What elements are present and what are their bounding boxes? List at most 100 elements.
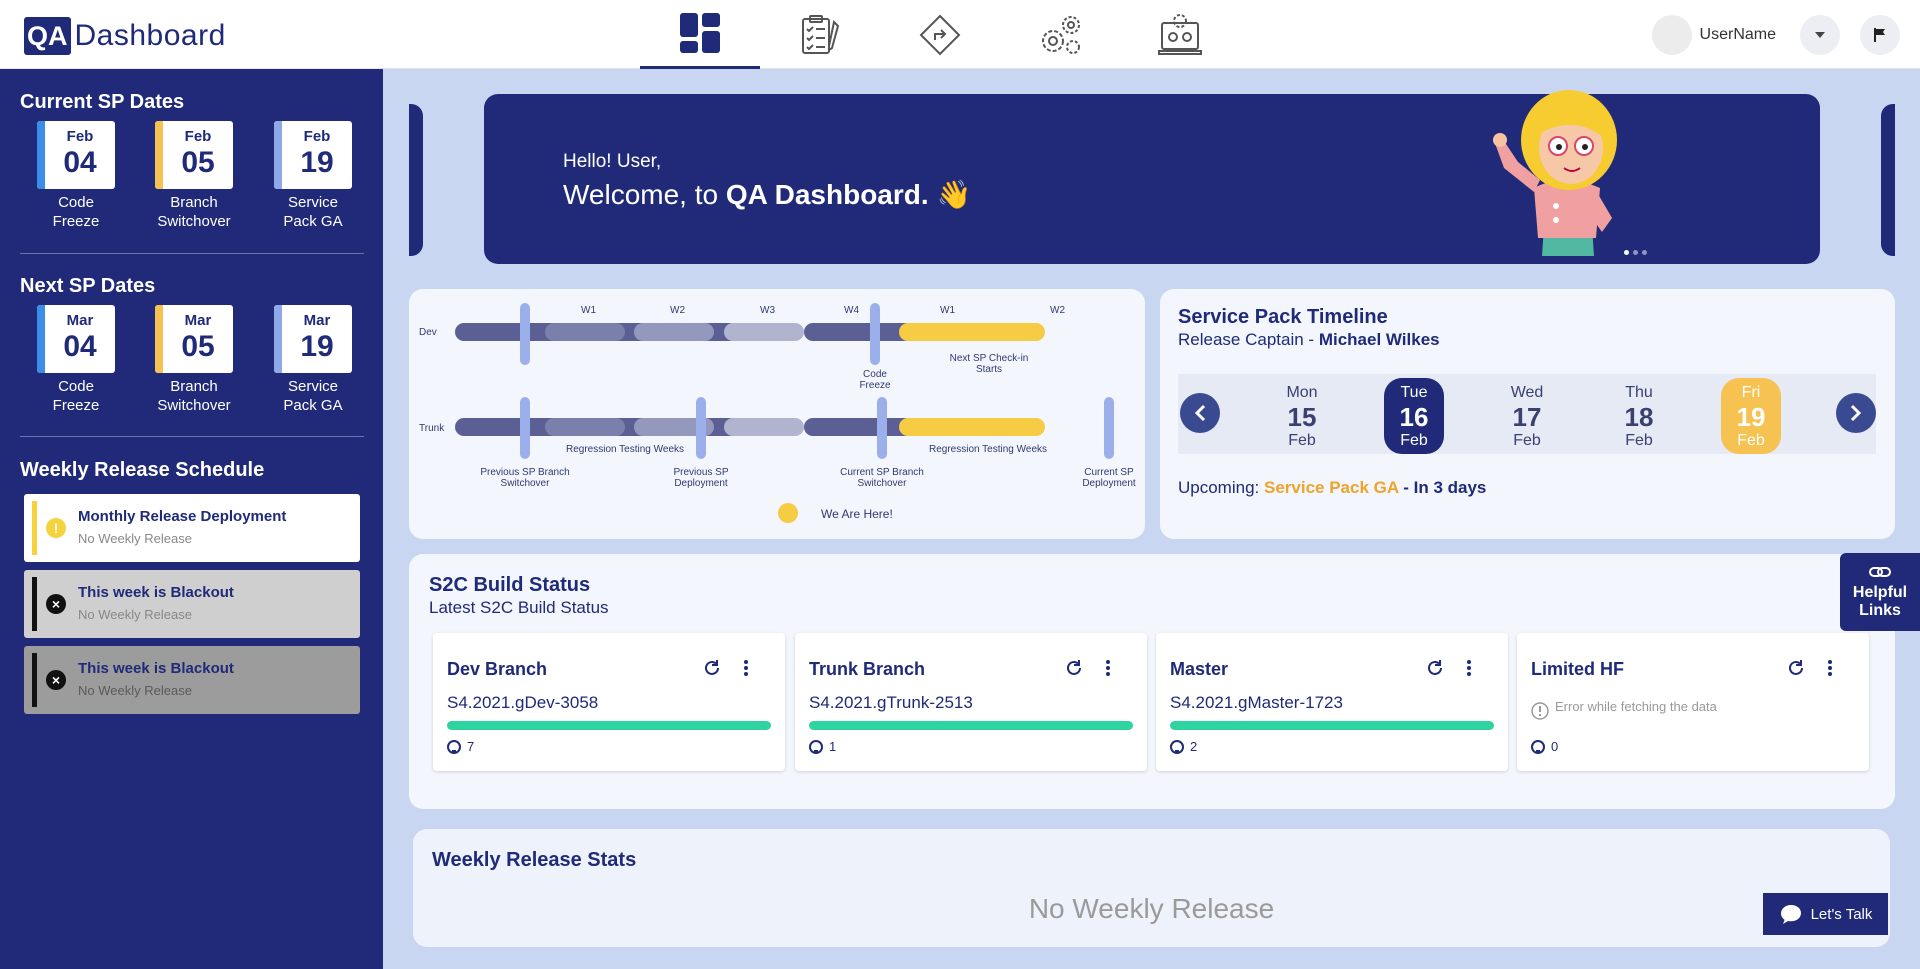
diamond-icon [919, 14, 961, 55]
build-version[interactable]: S4.2021.gTrunk-2513 [809, 693, 973, 712]
nav-tab-checklist[interactable] [760, 0, 880, 69]
logo-title: Dashboard [74, 19, 226, 52]
github-icon [447, 739, 461, 754]
prev-switchover-label: Previous SP Branch Switchover [480, 467, 570, 489]
welcome-banner: Hello! User, Welcome, to QA Dashboard. 👋 [484, 90, 1820, 264]
user-area: UserName [1651, 0, 1920, 69]
build-version[interactable]: S4.2021.gDev-3058 [447, 693, 599, 712]
build-progress [809, 721, 1133, 730]
top-bar: QA Dashboard [0, 0, 1920, 69]
more-vert-icon[interactable] [743, 659, 749, 677]
calendar-day-ga[interactable]: Fri 19 Feb [1721, 378, 1781, 454]
more-vert-icon[interactable] [1466, 659, 1472, 677]
week-label: W2 [670, 305, 685, 316]
build-card-dev: Dev Branch S4.2021.gDev-3058 7 [433, 633, 785, 771]
build-version[interactable]: S4.2021.gMaster-1723 [1170, 693, 1343, 712]
next-sp-title: Next SP Dates [20, 275, 156, 297]
build-count[interactable]: 2 [1170, 739, 1197, 754]
carousel-next-slide[interactable] [1881, 104, 1895, 256]
weekly-stats-panel: Weekly Release Stats No Weekly Release [413, 829, 1890, 947]
week-label: W1 [581, 305, 596, 316]
week-label: W4 [844, 305, 859, 316]
date-day: 05 [181, 146, 215, 179]
date-month: Mar [303, 312, 331, 329]
date-day: 19 [300, 146, 334, 179]
caret-down-icon [1815, 31, 1825, 38]
regression-label: Regression Testing Weeks [565, 444, 685, 455]
date-day: 04 [63, 330, 97, 363]
calendar-next-button[interactable] [1836, 393, 1876, 433]
nav-tab-releases[interactable] [880, 0, 1000, 69]
build-card-trunk: Trunk Branch S4.2021.gTrunk-2513 1 [795, 633, 1147, 771]
next-sp-dates: Mar 04 Code Freeze Mar 05 Branch Switchove… [37, 305, 357, 425]
github-icon [1531, 739, 1545, 754]
calendar-day[interactable]: Mon 15 Feb [1286, 384, 1318, 449]
avatar[interactable] [1651, 14, 1692, 55]
weekly-item-title: This week is Blackout [78, 660, 234, 677]
chat-icon [1780, 905, 1801, 924]
close-circle-icon: × [46, 670, 66, 690]
build-count[interactable]: 0 [1531, 739, 1558, 754]
username: UserName [1699, 25, 1776, 43]
date-month: Feb [66, 128, 94, 145]
checklist-icon [802, 14, 840, 54]
user-menu-button[interactable] [1800, 14, 1840, 55]
main-nav [640, 0, 1240, 69]
laptop-settings-icon [1158, 13, 1202, 55]
date-month: Mar [66, 312, 94, 329]
calendar-prev-button[interactable] [1180, 393, 1220, 433]
chevron-right-icon [1850, 404, 1862, 422]
weekly-schedule-item[interactable]: × This week is Blackout No Weekly Releas… [24, 570, 360, 638]
helpful-links-button[interactable]: Helpful Links [1840, 553, 1920, 631]
build-error: Error while fetching the data [1531, 699, 1731, 720]
weekly-stats-title: Weekly Release Stats [432, 849, 637, 871]
divider [20, 253, 364, 254]
nav-tab-automation[interactable] [1120, 0, 1240, 69]
nav-tab-dashboard[interactable] [640, 0, 760, 69]
build-progress [447, 721, 771, 730]
carousel-dots[interactable] [1624, 250, 1647, 255]
weekly-item-sub: No Weekly Release [78, 607, 192, 622]
divider [20, 436, 364, 437]
calendar-day[interactable]: Wed 17 Feb [1510, 384, 1544, 449]
prev-deploy-label: Previous SP Deployment [673, 467, 729, 489]
build-count[interactable]: 1 [809, 739, 836, 754]
nav-tab-settings[interactable] [1000, 0, 1120, 69]
logo-qa: QA [24, 17, 71, 55]
code-freeze-label: Code Freeze [859, 369, 891, 391]
refresh-icon[interactable] [1065, 659, 1083, 677]
date-label: Branch Switchover [157, 194, 231, 230]
weekly-stats-empty: No Weekly Release [1028, 893, 1275, 924]
release-captain: Release Captain - Michael Wilkes [1178, 330, 1440, 349]
weekly-schedule-item[interactable]: ! Monthly Release Deployment No Weekly R… [24, 494, 360, 562]
calendar-day-selected[interactable]: Tue 16 Feb [1384, 378, 1444, 454]
date-month: Feb [184, 128, 212, 145]
refresh-icon[interactable] [1426, 659, 1444, 677]
weekly-item-sub: No Weekly Release [78, 683, 192, 698]
date-month: Mar [184, 312, 212, 329]
close-circle-icon: × [46, 594, 66, 614]
carousel-prev-slide[interactable] [409, 104, 423, 256]
regression-label: Regression Testing Weeks [928, 444, 1048, 455]
refresh-icon[interactable] [1787, 659, 1805, 677]
we-are-here-label: We Are Here! [821, 507, 893, 521]
flag-icon [1874, 27, 1885, 42]
date-day: 05 [181, 330, 215, 363]
gears-icon [1042, 15, 1080, 54]
weekly-item-sub: No Weekly Release [78, 531, 192, 546]
chat-button[interactable]: Let's Talk [1763, 893, 1888, 935]
more-vert-icon[interactable] [1827, 659, 1833, 677]
weekly-schedule-item[interactable]: × This week is Blackout No Weekly Releas… [24, 646, 360, 714]
current-sp-dates: Feb 04 Code Freeze Feb 05 Branch Switchove… [37, 121, 357, 241]
more-vert-icon[interactable] [1105, 659, 1111, 677]
build-count[interactable]: 7 [447, 739, 474, 754]
build-card-title: Master [1170, 659, 1229, 679]
app-logo[interactable]: QA Dashboard [24, 17, 226, 55]
sp-timeline-title: Service Pack Timeline [1178, 306, 1388, 328]
date-label: Code Freeze [52, 194, 100, 230]
flag-button[interactable] [1860, 14, 1900, 55]
calendar-day[interactable]: Thu 18 Feb [1624, 384, 1654, 449]
cur-deploy-label: Current SP Deployment [1082, 467, 1136, 489]
refresh-icon[interactable] [703, 659, 721, 677]
checkin-label: Next SP Check-in Starts [949, 353, 1029, 375]
